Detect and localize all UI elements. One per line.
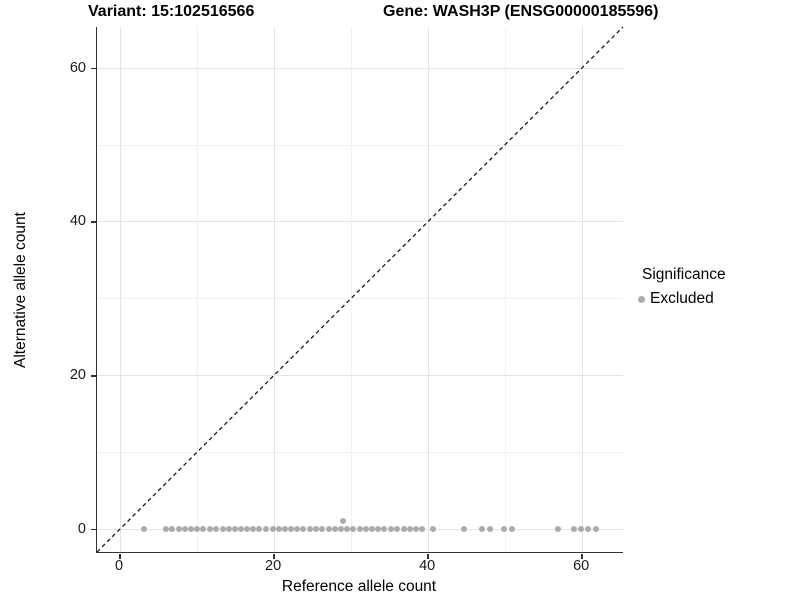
- data-point: [187, 525, 194, 532]
- plot-title-variant: Variant: 15:102516566: [88, 3, 255, 20]
- x-tick-label: 60: [573, 558, 590, 574]
- data-point: [381, 525, 388, 532]
- y-major-gridline: [97, 67, 623, 69]
- x-minor-gridline: [197, 27, 199, 552]
- x-major-gridline: [428, 27, 430, 552]
- data-point: [225, 525, 232, 532]
- x-axis-title: Reference allele count: [281, 578, 437, 595]
- data-point: [244, 525, 251, 532]
- y-minor-gridline: [97, 144, 623, 146]
- x-tick-label: 0: [115, 558, 124, 574]
- y-tick-mark: [91, 221, 96, 223]
- plot-panel: [96, 26, 624, 553]
- x-minor-gridline: [351, 27, 353, 552]
- legend-title: Significance: [642, 266, 726, 283]
- data-point: [362, 525, 369, 532]
- data-point: [412, 525, 419, 532]
- y-tick-mark: [91, 375, 96, 377]
- y-tick-mark: [91, 528, 96, 531]
- data-point: [344, 525, 351, 532]
- x-tick-mark: [581, 554, 583, 559]
- y-major-gridline: [97, 221, 623, 223]
- x-tick-label: 40: [419, 558, 436, 574]
- data-point: [256, 525, 263, 532]
- data-point: [394, 525, 401, 532]
- plot-title-gene: Gene: WASH3P (ENSG00000185596): [383, 3, 659, 20]
- identity-dashed-line: [96, 26, 624, 553]
- legend-item-label: Excluded: [650, 290, 714, 307]
- x-major-gridline: [120, 27, 122, 552]
- data-point: [169, 525, 176, 532]
- data-point: [570, 525, 577, 532]
- legend-item-excluded: Excluded: [636, 290, 726, 308]
- y-tick-label: 60: [69, 59, 86, 76]
- data-point: [140, 525, 147, 532]
- data-point: [400, 525, 407, 532]
- y-major-gridline: [97, 375, 623, 377]
- data-point: [340, 518, 347, 525]
- x-tick-mark: [273, 554, 275, 559]
- y-axis-title: Alternative allele count: [12, 212, 29, 368]
- data-point: [429, 525, 436, 532]
- y-tick-label: 40: [69, 213, 86, 230]
- data-point: [368, 525, 375, 532]
- data-point: [555, 525, 562, 532]
- data-point: [406, 525, 413, 532]
- data-point: [331, 525, 338, 532]
- data-point: [486, 525, 493, 532]
- data-point: [231, 525, 238, 532]
- data-point: [585, 525, 592, 532]
- x-major-gridline: [582, 27, 584, 552]
- y-tick-mark: [91, 67, 96, 70]
- data-point: [388, 525, 395, 532]
- data-point: [181, 525, 188, 532]
- data-point: [375, 525, 382, 532]
- data-point: [306, 525, 313, 532]
- data-point: [501, 525, 508, 532]
- data-point: [418, 525, 425, 532]
- data-point: [312, 525, 319, 532]
- data-point: [175, 525, 182, 532]
- data-point: [356, 525, 363, 532]
- x-tick-label: 20: [265, 558, 282, 574]
- data-point: [250, 525, 257, 532]
- data-point: [338, 525, 345, 532]
- data-point: [460, 525, 467, 532]
- data-point: [479, 525, 486, 532]
- data-point: [200, 525, 207, 532]
- data-point: [207, 525, 214, 532]
- data-point: [238, 525, 244, 532]
- identity-line-layer: [96, 26, 624, 553]
- data-point: [300, 525, 307, 532]
- y-tick-label: 20: [69, 367, 86, 384]
- data-point: [263, 525, 270, 532]
- y-tick-label: 0: [77, 520, 86, 537]
- data-point: [593, 525, 600, 532]
- legend: Significance Excluded: [636, 266, 726, 308]
- data-point: [194, 525, 201, 532]
- data-point: [219, 525, 226, 532]
- data-point: [318, 525, 325, 532]
- data-point: [325, 525, 332, 532]
- x-tick-mark: [119, 554, 121, 559]
- x-tick-mark: [427, 554, 429, 559]
- data-point: [213, 525, 220, 532]
- data-point: [509, 525, 516, 532]
- x-major-gridline: [274, 27, 276, 552]
- data-point: [163, 525, 170, 532]
- data-point: [269, 525, 276, 532]
- data-point: [577, 525, 584, 532]
- y-minor-gridline: [97, 298, 623, 300]
- data-point: [350, 525, 357, 532]
- data-point: [281, 525, 288, 532]
- data-point: [288, 525, 295, 532]
- excluded-point-icon: [638, 295, 645, 303]
- y-minor-gridline: [97, 452, 623, 454]
- data-point: [275, 525, 282, 532]
- data-point: [294, 525, 301, 532]
- x-minor-gridline: [505, 27, 507, 552]
